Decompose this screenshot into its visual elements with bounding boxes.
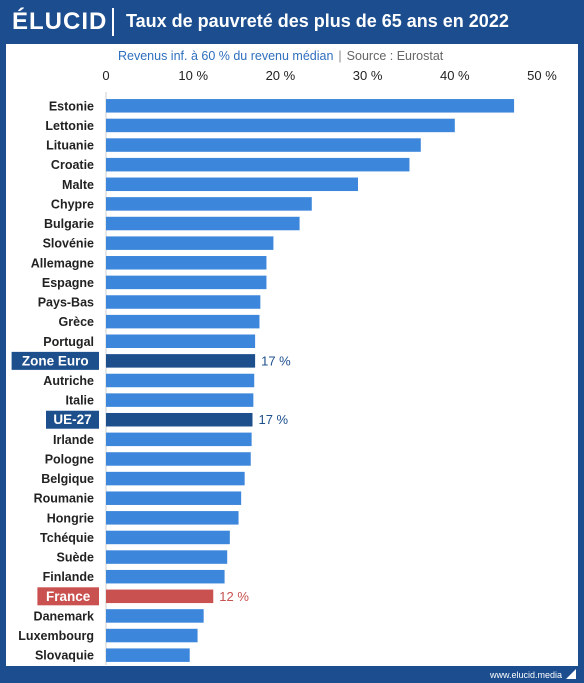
category-label: Italie xyxy=(66,394,95,408)
category-label: France xyxy=(46,589,91,604)
category-label: Suède xyxy=(56,551,94,565)
bar xyxy=(106,99,515,113)
category-label-background xyxy=(46,410,99,429)
chart-subtitle: Revenus inf. à 60 % du revenu médian | Sou… xyxy=(118,49,443,63)
bar xyxy=(106,157,410,172)
bar xyxy=(106,550,228,564)
header-divider xyxy=(112,8,114,36)
category-labels: Estonie Lettonie Lituanie Croatie Malte Chypr… xyxy=(11,99,100,663)
bar xyxy=(106,314,260,329)
bar xyxy=(106,491,242,505)
source-credit: Source : Eurostat xyxy=(346,49,444,63)
category-label: Finlande xyxy=(43,570,94,584)
category-label-background xyxy=(11,351,100,370)
category-label: Pologne xyxy=(45,452,94,466)
category-label: Bulgarie xyxy=(44,217,94,231)
category-label: Lituanie xyxy=(46,139,94,153)
category-label: Danemark xyxy=(34,609,94,623)
bar xyxy=(106,177,359,192)
bar xyxy=(106,118,455,133)
category-label: Estonie xyxy=(49,99,94,113)
bar xyxy=(106,569,225,584)
bar xyxy=(106,471,245,486)
category-label: Hongrie xyxy=(47,511,94,525)
category-label: Tchéquie xyxy=(40,531,94,545)
category-label: Malte xyxy=(62,178,94,192)
category-label: Allemagne xyxy=(31,256,94,270)
bar xyxy=(106,393,254,407)
bars xyxy=(106,99,515,662)
x-tick-label: 40 % xyxy=(440,68,470,83)
category-label: Pays-Bas xyxy=(38,296,94,310)
category-label: Roumanie xyxy=(34,492,94,506)
category-label: Lettonie xyxy=(45,119,94,133)
value-labels: 17 % 17 % 12 % xyxy=(219,353,291,603)
x-tick-label: 50 % xyxy=(527,68,557,83)
category-label: Portugal xyxy=(43,335,94,349)
bar xyxy=(106,432,252,447)
category-label-background xyxy=(37,587,99,606)
category-label: UE-27 xyxy=(53,412,91,427)
category-label: Luxembourg xyxy=(18,629,94,643)
bar xyxy=(106,628,198,643)
subtitle-separator: | xyxy=(338,49,342,63)
bar xyxy=(106,530,230,545)
value-label: 17 % xyxy=(261,353,291,368)
brand-mark-icon xyxy=(566,669,576,679)
bar xyxy=(106,354,256,368)
value-label: 12 % xyxy=(219,589,249,604)
x-tick-label: 0 xyxy=(102,68,109,83)
category-label: Espagne xyxy=(42,276,94,290)
bar xyxy=(106,589,214,604)
bar xyxy=(106,334,256,348)
x-tick-label: 30 % xyxy=(353,68,383,83)
bar xyxy=(106,197,312,211)
subtitle-text: Revenus inf. à 60 % du revenu médian xyxy=(118,49,334,63)
category-label: Croatie xyxy=(51,158,94,172)
bar xyxy=(106,373,255,388)
category-label: Irlande xyxy=(53,433,94,447)
bar xyxy=(106,275,267,290)
bar xyxy=(106,609,204,623)
category-label: Slovaquie xyxy=(35,649,94,663)
brand-logo: ÉLUCID xyxy=(12,8,108,35)
chart-title: Taux de pauvreté des plus de 65 ans en 2… xyxy=(126,11,509,31)
category-label: Zone Euro xyxy=(22,353,89,368)
bar xyxy=(106,452,251,466)
bar xyxy=(106,256,267,270)
bar xyxy=(106,216,300,231)
category-label: Chypre xyxy=(51,197,94,211)
bar xyxy=(106,295,261,309)
bar xyxy=(106,412,253,427)
category-label: Slovénie xyxy=(43,237,94,251)
category-label: Autriche xyxy=(43,374,94,388)
bar xyxy=(106,648,190,662)
value-label: 17 % xyxy=(258,412,288,427)
category-label: Grèce xyxy=(59,315,94,329)
x-tick-label: 20 % xyxy=(266,68,296,83)
header: ÉLUCID Taux de pauvreté des plus de 65 a… xyxy=(0,0,584,44)
bar xyxy=(106,138,421,152)
bar xyxy=(106,236,274,250)
x-axis-ticks: 0 10 % 20 % 30 % 40 % 50 % xyxy=(102,68,557,83)
category-label: Belgique xyxy=(41,472,94,486)
x-tick-label: 10 % xyxy=(178,68,208,83)
bar xyxy=(106,511,239,525)
footer-url: www.elucid.media xyxy=(489,670,562,680)
